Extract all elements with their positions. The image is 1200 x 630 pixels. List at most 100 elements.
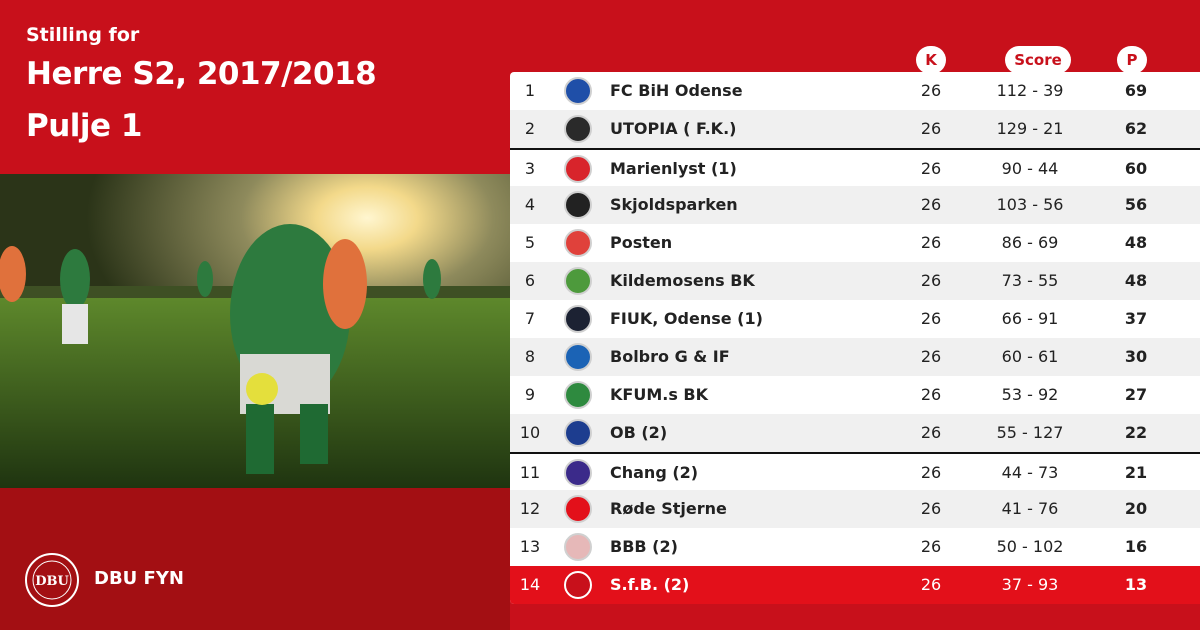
- column-header-k: K: [916, 46, 946, 74]
- points-cell: 69: [1124, 81, 1148, 100]
- score-cell: 41 - 76: [1001, 499, 1059, 518]
- table-row: 10 OB (2) 26 55 - 127 22: [510, 414, 1200, 452]
- position-cell: 13: [519, 537, 541, 556]
- table-row: 9 KFUM.s BK 26 53 - 92 27: [510, 376, 1200, 414]
- position-cell: 12: [519, 499, 541, 518]
- points-cell: 20: [1124, 499, 1148, 518]
- table-row: 2 UTOPIA ( F.K.) 26 129 - 21 62: [510, 110, 1200, 148]
- matches-cell: 26: [920, 463, 942, 482]
- score-cell: 55 - 127: [996, 423, 1064, 442]
- position-cell: 5: [524, 233, 536, 252]
- team-name-cell: Chang (2): [610, 463, 699, 482]
- score-cell: 50 - 102: [996, 537, 1064, 556]
- league-title: Herre S2, 2017/2018: [26, 56, 377, 92]
- club-crest-icon: [564, 115, 592, 143]
- table-row: 11 Chang (2) 26 44 - 73 21: [510, 452, 1200, 490]
- team-name-cell: KFUM.s BK: [610, 385, 709, 404]
- table-row: 14 S.f.B. (2) 26 37 - 93 13: [510, 566, 1200, 604]
- club-crest-icon: [564, 459, 592, 487]
- score-cell: 103 - 56: [996, 195, 1064, 214]
- position-cell: 10: [519, 423, 541, 442]
- team-name-cell: BBB (2): [610, 537, 678, 556]
- points-cell: 13: [1124, 575, 1148, 594]
- position-cell: 14: [519, 575, 541, 594]
- team-name-cell: Røde Stjerne: [610, 499, 727, 518]
- footer-band: [0, 488, 510, 630]
- points-cell: 60: [1124, 159, 1148, 178]
- club-crest-icon: [564, 533, 592, 561]
- info-panel: Stilling for Herre S2, 2017/2018 Pulje 1: [0, 0, 510, 630]
- svg-text:DBU: DBU: [35, 574, 69, 589]
- column-header-p: P: [1117, 46, 1147, 74]
- score-cell: 66 - 91: [1001, 309, 1059, 328]
- position-cell: 9: [524, 385, 536, 404]
- table-row: 4 Skjoldsparken 26 103 - 56 56: [510, 186, 1200, 224]
- standings-table: 1 FC BiH Odense 26 112 - 39 69 2 UTOPIA ( F.K.…: [510, 72, 1200, 604]
- points-cell: 27: [1124, 385, 1148, 404]
- subtitle: Stilling for: [26, 24, 140, 46]
- points-cell: 62: [1124, 119, 1148, 138]
- team-name-cell: FIUK, Odense (1): [610, 309, 763, 328]
- table-row: 8 Bolbro G & IF 26 60 - 61 30: [510, 338, 1200, 376]
- points-cell: 56: [1124, 195, 1148, 214]
- score-cell: 44 - 73: [1001, 463, 1059, 482]
- position-cell: 3: [524, 159, 536, 178]
- football-photo: [0, 174, 510, 488]
- matches-cell: 26: [920, 81, 942, 100]
- score-cell: 60 - 61: [1001, 347, 1059, 366]
- team-name-cell: Skjoldsparken: [610, 195, 738, 214]
- matches-cell: 26: [920, 347, 942, 366]
- club-crest-icon: [564, 495, 592, 523]
- matches-cell: 26: [920, 423, 942, 442]
- club-crest-icon: [564, 343, 592, 371]
- points-cell: 37: [1124, 309, 1148, 328]
- club-crest-icon: [564, 155, 592, 183]
- matches-cell: 26: [920, 575, 942, 594]
- score-cell: 90 - 44: [1001, 159, 1059, 178]
- position-cell: 2: [524, 119, 536, 138]
- table-row: 13 BBB (2) 26 50 - 102 16: [510, 528, 1200, 566]
- team-name-cell: Kildemosens BK: [610, 271, 755, 290]
- matches-cell: 26: [920, 309, 942, 328]
- matches-cell: 26: [920, 195, 942, 214]
- org-name: DBU FYN: [94, 568, 184, 589]
- points-cell: 48: [1124, 233, 1148, 252]
- team-name-cell: S.f.B. (2): [610, 575, 690, 594]
- table-row: 1 FC BiH Odense 26 112 - 39 69: [510, 72, 1200, 110]
- table-row: 6 Kildemosens BK 26 73 - 55 48: [510, 262, 1200, 300]
- score-cell: 112 - 39: [996, 81, 1064, 100]
- club-crest-icon: [564, 381, 592, 409]
- table-row: 5 Posten 26 86 - 69 48: [510, 224, 1200, 262]
- position-cell: 7: [524, 309, 536, 328]
- column-header-score: Score: [1005, 46, 1071, 74]
- position-cell: 8: [524, 347, 536, 366]
- position-cell: 1: [524, 81, 536, 100]
- points-cell: 16: [1124, 537, 1148, 556]
- position-cell: 4: [524, 195, 536, 214]
- team-name-cell: Posten: [610, 233, 673, 252]
- matches-cell: 26: [920, 159, 942, 178]
- points-cell: 22: [1124, 423, 1148, 442]
- team-name-cell: Bolbro G & IF: [610, 347, 730, 366]
- position-cell: 11: [519, 463, 541, 482]
- club-crest-icon: [564, 267, 592, 295]
- pool-title: Pulje 1: [26, 108, 142, 144]
- club-crest-icon: [564, 229, 592, 257]
- matches-cell: 26: [920, 537, 942, 556]
- matches-cell: 26: [920, 233, 942, 252]
- table-row: 12 Røde Stjerne 26 41 - 76 20: [510, 490, 1200, 528]
- score-cell: 37 - 93: [1001, 575, 1059, 594]
- score-cell: 73 - 55: [1001, 271, 1059, 290]
- score-cell: 53 - 92: [1001, 385, 1059, 404]
- position-cell: 6: [524, 271, 536, 290]
- points-cell: 21: [1124, 463, 1148, 482]
- matches-cell: 26: [920, 385, 942, 404]
- club-crest-icon: [564, 191, 592, 219]
- team-name-cell: OB (2): [610, 423, 668, 442]
- matches-cell: 26: [920, 499, 942, 518]
- club-crest-icon: [564, 77, 592, 105]
- table-row: 3 Marienlyst (1) 26 90 - 44 60: [510, 148, 1200, 186]
- score-cell: 86 - 69: [1001, 233, 1059, 252]
- team-name-cell: UTOPIA ( F.K.): [610, 119, 737, 138]
- club-crest-icon: [564, 571, 592, 599]
